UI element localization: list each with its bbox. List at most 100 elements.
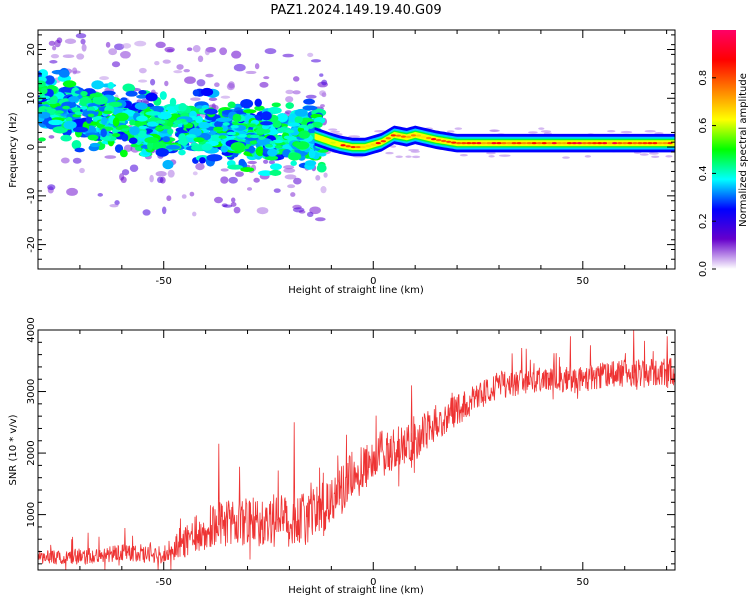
spectrogram-ridge-core [360, 145, 366, 149]
spectrogram-noise-blob [47, 184, 56, 191]
spectrogram-blob [147, 141, 154, 151]
spectrogram-noise-blob [292, 90, 301, 95]
spectrogram-noise-blob [285, 89, 294, 95]
spectrogram-blob [193, 137, 205, 143]
snr-y-tick-label: 3000 [26, 379, 37, 404]
spectrogram-noise-blob [607, 129, 616, 133]
spectrogram-blob [255, 128, 271, 134]
spectrogram-noise-blob [389, 145, 397, 148]
spectrogram-noise-blob [247, 160, 257, 165]
spectrogram-ridge-core [596, 142, 603, 145]
colorbar-tick-label: 0.4 [698, 165, 709, 181]
spectrogram-noise-blob [149, 174, 154, 183]
spectrogram-blob [254, 105, 265, 111]
spectrogram-blob [38, 111, 51, 119]
spectrogram-blob [49, 95, 58, 104]
spectrogram-noise-blob [292, 76, 300, 82]
spectrogram-noise-blob [446, 130, 455, 133]
spectrogram-ridge-core [446, 140, 452, 143]
spectrogram-blob [136, 115, 148, 122]
spectrogram-noise-blob [540, 130, 552, 133]
spectrogram-hot-spot [274, 145, 283, 149]
spectrogram-noise-blob [259, 81, 269, 88]
spectrogram-noise-blob [76, 53, 85, 60]
spectrogram-blob [80, 91, 88, 97]
spectrogram-noise-blob [80, 38, 86, 45]
spectrogram-noise-blob [192, 45, 201, 53]
snr-x-tick-label: 50 [576, 577, 589, 588]
spectrogram-noise-blob [71, 67, 78, 75]
spectrogram-noise-blob [220, 176, 229, 184]
spectrogram-ridge-core [431, 138, 437, 141]
spectrogram-blob [58, 69, 70, 78]
spectrogram-ridge-core [365, 144, 371, 148]
spectrogram-hot-spot [218, 135, 227, 139]
spectrogram-blob [177, 140, 189, 145]
spectrogram-blob [112, 133, 121, 138]
spectrogram-hot-spot [249, 140, 258, 145]
spectrogram-noise-blob [306, 211, 314, 218]
spectrogram-ridge-core [370, 143, 376, 146]
spectrogram-noise-blob [155, 171, 167, 177]
spectrogram-ridge-core [586, 142, 593, 145]
spectrogram-blob [240, 167, 255, 172]
spectrogram-ridge-core [405, 135, 412, 138]
spectrogram-ridge-core [415, 134, 422, 137]
spectrogram-noise-blob [320, 104, 325, 108]
spectrogram-blob [129, 119, 136, 126]
spectrogram-noise-blob [123, 144, 133, 152]
spectrogram-hot-spot [174, 120, 183, 124]
spectrogram-noise-blob [538, 127, 545, 130]
spectrogram-ridge-core [642, 142, 648, 145]
spectrogram-noise-blob [137, 79, 148, 83]
spectrogram-hot-spot [80, 106, 88, 110]
spectrogram-blob [294, 108, 308, 117]
spectrogram-noise-blob [204, 48, 210, 56]
spectrogram-noise-blob [639, 153, 649, 156]
spectrogram-ridge-core [425, 136, 432, 140]
spectrogram-blob [287, 152, 302, 161]
spectrogram-blob [248, 145, 256, 154]
spectrogram-ridge-core [471, 142, 477, 145]
spectrogram-blob [238, 158, 246, 167]
spectrogram-blob [294, 116, 303, 124]
spectrogram-ridge-core [400, 135, 407, 138]
spectrogram-y-tick-label: 20 [26, 43, 37, 56]
spectrogram-blob [269, 169, 282, 176]
spectrogram-ridge-core [385, 137, 391, 140]
spectrogram-ridge-core [662, 142, 668, 145]
spectrogram-noise-blob [498, 154, 511, 157]
spectrogram-blob [269, 163, 282, 171]
spectrogram-blob [159, 91, 167, 100]
spectrogram-ridge-core [556, 142, 562, 145]
spectrogram-noise-blob [263, 159, 269, 164]
spectrogram-hot-spot [102, 110, 113, 115]
spectrogram-blob [307, 123, 314, 129]
spectrogram-ridge-core [330, 141, 336, 144]
spectrogram-noise-blob [104, 155, 117, 159]
spectrogram-ridge-core [476, 142, 482, 145]
spectrogram-blob [89, 93, 103, 98]
spectrogram-blob [258, 170, 274, 177]
spectrogram-hot-spot [284, 129, 295, 134]
spectrogram-noise-blob [307, 52, 314, 58]
spectrogram-blob [112, 117, 120, 127]
spectrogram-x-tick-label: 50 [576, 276, 589, 287]
spectrogram-noise-blob [256, 207, 269, 215]
spectrogram-blob [295, 141, 310, 150]
spectrogram-blob [67, 96, 80, 103]
spectrogram-ridge-core [601, 142, 608, 145]
spectrogram-noise-blob [285, 96, 294, 103]
spectrogram-noise-blob [97, 193, 103, 197]
spectrogram-blob [167, 109, 177, 114]
spectrogram-ridge-core [536, 142, 542, 145]
spectrogram-ridge-core [516, 142, 522, 145]
spectrogram-noise-blob [38, 14, 45, 19]
spectrogram-noise-blob [233, 63, 246, 72]
spectrogram-blob [256, 137, 273, 146]
spectrogram-noise-blob [230, 197, 236, 203]
spectrogram-noise-blob [220, 95, 231, 99]
spectrogram-noise-blob [620, 130, 633, 134]
spectrogram-ridge-core [561, 142, 567, 145]
spectrogram-blob [101, 90, 116, 96]
